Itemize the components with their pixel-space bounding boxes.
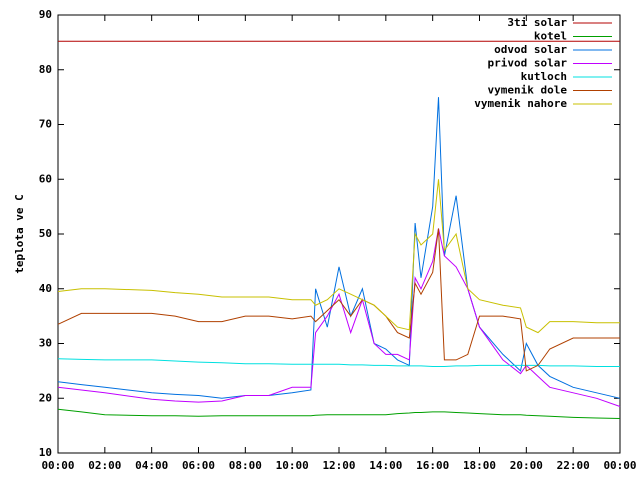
legend-label: privod solar (488, 57, 568, 70)
x-tick-label: 18:00 (463, 459, 496, 472)
x-tick-label: 10:00 (276, 459, 309, 472)
x-tick-label: 20:00 (510, 459, 543, 472)
series-line (57, 228, 621, 407)
x-tick-label: 12:00 (322, 459, 355, 472)
legend-label: odvod solar (494, 43, 567, 56)
x-tick-label: 16:00 (416, 459, 449, 472)
x-tick-label: 00:00 (603, 459, 636, 472)
y-tick-label: 80 (39, 63, 52, 76)
y-tick-label: 40 (39, 282, 52, 295)
x-tick-label: 00:00 (41, 459, 74, 472)
legend-label: kotel (534, 30, 567, 43)
series-line (57, 97, 621, 399)
y-tick-label: 10 (39, 446, 52, 459)
y-tick-label: 20 (39, 391, 52, 404)
y-tick-label: 60 (39, 172, 52, 185)
x-tick-label: 02:00 (88, 459, 121, 472)
x-tick-label: 04:00 (135, 459, 168, 472)
y-tick-label: 50 (39, 227, 52, 240)
y-tick-label: 70 (39, 118, 52, 131)
x-tick-label: 14:00 (369, 459, 402, 472)
legend-label: 3ti solar (507, 16, 567, 29)
y-tick-label: 90 (39, 8, 52, 21)
series-line (57, 228, 620, 372)
x-tick-label: 06:00 (182, 459, 215, 472)
y-tick-label: 30 (39, 337, 52, 350)
series-line (57, 408, 621, 419)
legend-label: vymenik dole (488, 84, 568, 97)
series-line (57, 358, 620, 367)
y-axis-label: teplota ve C (13, 194, 26, 273)
legend-label: kutloch (521, 70, 567, 83)
legend-label: vymenik nahore (474, 97, 567, 110)
x-tick-label: 08:00 (229, 459, 262, 472)
x-tick-label: 22:00 (557, 459, 590, 472)
series-line (57, 179, 620, 334)
